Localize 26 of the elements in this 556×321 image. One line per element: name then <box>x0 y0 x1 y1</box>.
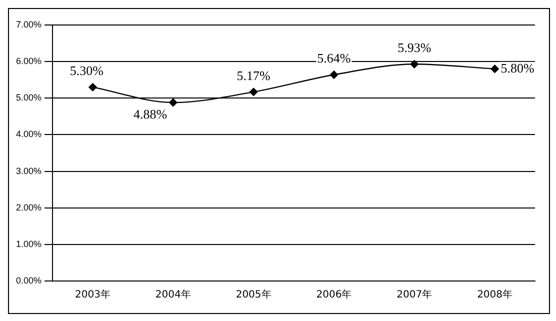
x-tick-label: 2008年 <box>477 288 513 301</box>
data-label: 5.93% <box>398 40 432 56</box>
x-tick-label: 2003年 <box>75 288 110 301</box>
y-tick-label: 2.00% <box>16 202 42 212</box>
data-label: 4.88% <box>134 106 168 122</box>
y-tick-label: 7.00% <box>16 19 42 30</box>
x-tick-label: 2004年 <box>155 288 191 301</box>
point <box>490 64 499 73</box>
point <box>249 88 258 96</box>
data-label: 5.30% <box>70 63 104 78</box>
point <box>330 70 338 79</box>
y-tick-label: 0.00% <box>16 275 42 286</box>
y-tick-label: 4.00% <box>16 129 42 140</box>
point <box>88 83 97 92</box>
x-tick-label: 2005年 <box>236 288 272 301</box>
y-tick-label: 5.00% <box>16 92 42 103</box>
point <box>169 98 178 107</box>
x-tick-label: 2007年 <box>396 288 432 301</box>
data-label: 5.17% <box>236 68 271 83</box>
y-tick-label: 3.00% <box>16 166 42 176</box>
data-label: 5.64% <box>317 50 351 66</box>
x-tick-label: 2006年 <box>316 288 352 301</box>
y-tick-label: 6.00% <box>16 56 42 66</box>
data-label: 5.80% <box>500 60 535 76</box>
point <box>410 60 418 68</box>
y-tick-label: 1.00% <box>16 238 42 249</box>
